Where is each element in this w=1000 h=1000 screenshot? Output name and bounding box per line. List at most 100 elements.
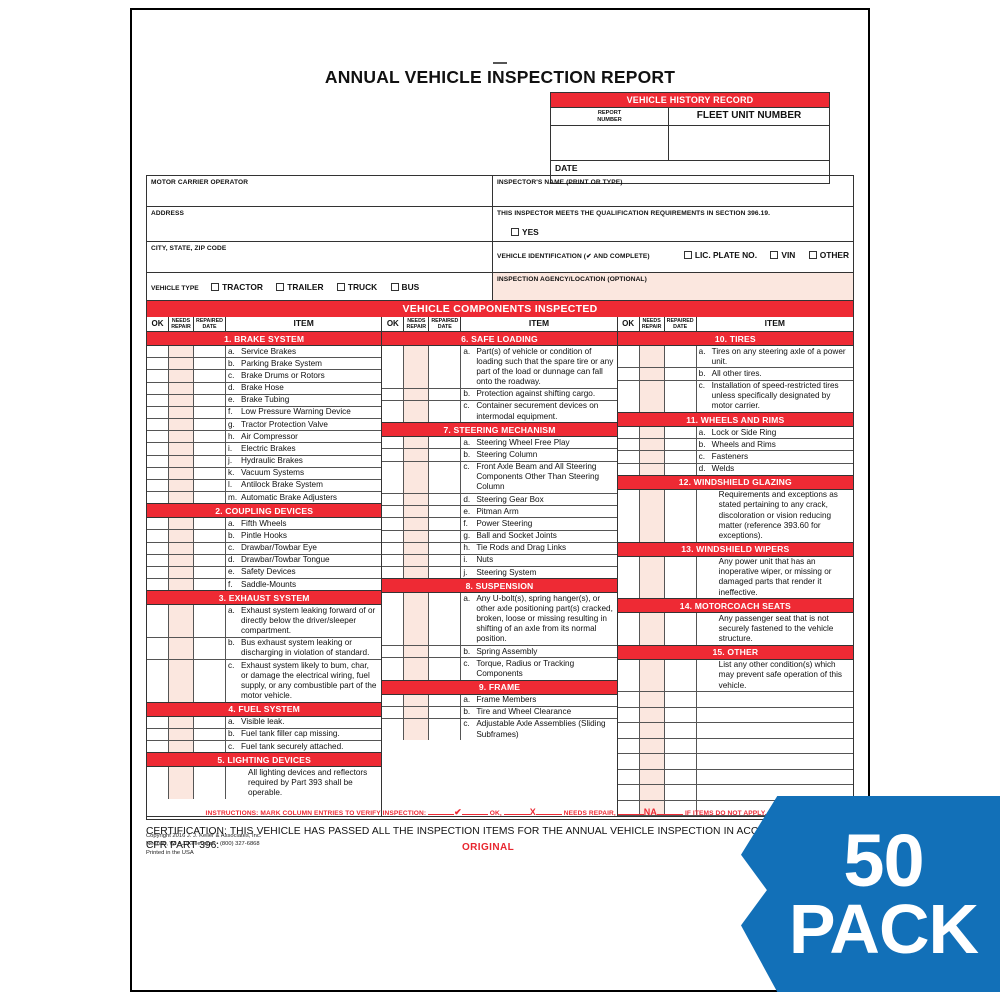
needs-repair-cell[interactable]	[169, 431, 194, 443]
repaired-date-cell[interactable]	[194, 554, 226, 566]
ok-checkbox-cell[interactable]	[382, 694, 405, 706]
write-in-area[interactable]	[697, 692, 853, 707]
repaired-date-cell[interactable]	[194, 492, 226, 504]
repaired-date-cell[interactable]	[194, 443, 226, 455]
repaired-date-cell[interactable]	[429, 494, 462, 506]
ok-checkbox-cell[interactable]	[618, 346, 640, 368]
needs-repair-cell[interactable]	[639, 427, 665, 439]
ok-checkbox-cell[interactable]	[147, 637, 169, 660]
date-field[interactable]: DATE	[551, 159, 829, 183]
ok-checkbox-cell[interactable]	[618, 738, 640, 754]
needs-repair-cell[interactable]	[169, 542, 194, 554]
needs-repair-cell[interactable]	[404, 593, 430, 646]
repaired-date-cell[interactable]	[194, 660, 226, 702]
ok-checkbox-cell[interactable]	[147, 579, 169, 591]
repaired-date-cell[interactable]	[665, 463, 697, 475]
inspector-name-field[interactable]: INSPECTOR'S NAME (PRINT OR TYPE)	[493, 176, 853, 206]
needs-repair-cell[interactable]	[169, 443, 194, 455]
motor-carrier-operator-field[interactable]: MOTOR CARRIER OPERATOR	[147, 176, 493, 206]
repaired-date-cell[interactable]	[665, 380, 697, 413]
needs-repair-cell[interactable]	[169, 394, 194, 406]
blank-write-in-line[interactable]	[617, 738, 853, 755]
ok-checkbox-cell[interactable]	[147, 358, 169, 370]
repaired-date-cell[interactable]	[194, 382, 226, 394]
address-field[interactable]: ADDRESS	[147, 207, 493, 241]
ok-checkbox-cell[interactable]	[147, 530, 169, 542]
vin-checkbox[interactable]	[770, 251, 779, 259]
needs-repair-cell[interactable]	[639, 754, 665, 769]
ok-checkbox-cell[interactable]	[618, 427, 640, 439]
repaired-date-cell[interactable]	[665, 346, 697, 368]
ok-checkbox-cell[interactable]	[382, 346, 405, 388]
ok-checkbox-cell[interactable]	[382, 388, 405, 400]
ok-checkbox-cell[interactable]	[147, 455, 169, 467]
blank-write-in-line[interactable]	[617, 692, 853, 708]
ok-checkbox-cell[interactable]	[382, 593, 405, 646]
needs-repair-cell[interactable]	[404, 706, 430, 718]
repaired-date-cell[interactable]	[665, 785, 697, 800]
repaired-date-cell[interactable]	[665, 754, 697, 769]
needs-repair-cell[interactable]	[169, 660, 194, 702]
repaired-date-cell[interactable]	[194, 728, 226, 741]
repaired-date-cell[interactable]	[194, 605, 226, 637]
ok-checkbox-cell[interactable]	[147, 479, 169, 492]
bus-checkbox[interactable]	[390, 283, 399, 291]
repaired-date-cell[interactable]	[665, 427, 697, 439]
ok-checkbox-cell[interactable]	[382, 461, 405, 494]
needs-repair-cell[interactable]	[404, 518, 430, 530]
repaired-date-cell[interactable]	[429, 449, 462, 461]
repaired-date-cell[interactable]	[194, 530, 226, 542]
repaired-date-cell[interactable]	[194, 419, 226, 431]
repaired-date-cell[interactable]	[429, 506, 462, 518]
blank-write-in-line[interactable]	[617, 800, 853, 817]
repaired-date-cell[interactable]	[665, 556, 697, 599]
repaired-date-cell[interactable]	[194, 394, 226, 406]
needs-repair-cell[interactable]	[169, 728, 194, 741]
repaired-date-cell[interactable]	[665, 738, 697, 754]
needs-repair-cell[interactable]	[404, 388, 430, 400]
repaired-date-cell[interactable]	[429, 346, 462, 388]
ok-checkbox-cell[interactable]	[147, 370, 169, 382]
write-in-area[interactable]	[697, 723, 853, 738]
repaired-date-cell[interactable]	[665, 769, 697, 785]
needs-repair-cell[interactable]	[169, 741, 194, 753]
needs-repair-cell[interactable]	[639, 380, 665, 413]
repaired-date-cell[interactable]	[665, 368, 697, 380]
needs-repair-cell[interactable]	[639, 659, 665, 692]
repaired-date-cell[interactable]	[429, 554, 462, 567]
ok-checkbox-cell[interactable]	[382, 646, 405, 658]
ok-checkbox-cell[interactable]	[147, 382, 169, 394]
needs-repair-cell[interactable]	[169, 518, 194, 530]
ok-checkbox-cell[interactable]	[618, 463, 640, 475]
ok-checkbox-cell[interactable]	[147, 605, 169, 637]
needs-repair-cell[interactable]	[404, 567, 430, 579]
ok-checkbox-cell[interactable]	[382, 494, 405, 506]
needs-repair-cell[interactable]	[169, 479, 194, 492]
lic-plate-checkbox[interactable]	[683, 251, 692, 259]
blank-write-in-line[interactable]	[617, 754, 853, 770]
ok-checkbox-cell[interactable]	[147, 443, 169, 455]
needs-repair-cell[interactable]	[639, 451, 665, 463]
blank-write-in-line[interactable]	[617, 769, 853, 786]
ok-checkbox-cell[interactable]	[147, 741, 169, 753]
ok-checkbox-cell[interactable]	[618, 659, 640, 692]
needs-repair-cell[interactable]	[169, 455, 194, 467]
blank-write-in-line[interactable]	[617, 785, 853, 801]
needs-repair-cell[interactable]	[639, 368, 665, 380]
needs-repair-cell[interactable]	[169, 492, 194, 504]
ok-checkbox-cell[interactable]	[147, 767, 169, 799]
ok-checkbox-cell[interactable]	[618, 723, 640, 738]
ok-checkbox-cell[interactable]	[618, 707, 640, 723]
repaired-date-cell[interactable]	[429, 593, 462, 646]
ok-checkbox-cell[interactable]	[147, 660, 169, 702]
needs-repair-cell[interactable]	[639, 463, 665, 475]
tractor-checkbox[interactable]	[211, 283, 220, 291]
ok-checkbox-cell[interactable]	[147, 431, 169, 443]
needs-repair-cell[interactable]	[404, 718, 430, 741]
repaired-date-cell[interactable]	[429, 437, 462, 449]
ok-checkbox-cell[interactable]	[382, 437, 405, 449]
ok-checkbox-cell[interactable]	[618, 754, 640, 769]
ok-checkbox-cell[interactable]	[147, 467, 169, 479]
ok-checkbox-cell[interactable]	[382, 449, 405, 461]
needs-repair-cell[interactable]	[404, 437, 430, 449]
